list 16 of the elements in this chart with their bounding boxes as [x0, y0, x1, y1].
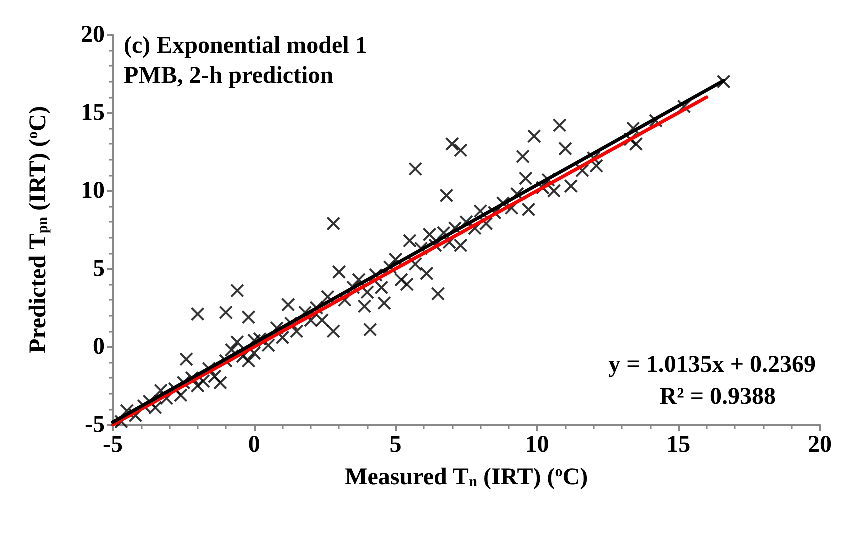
- x-tick-label: 15: [666, 432, 691, 458]
- y-tick-label: 15: [81, 100, 105, 126]
- y-axis-title: Predicted Tpn (IRT) (oC): [26, 106, 52, 354]
- chart-title: (c) Exponential model 1: [124, 33, 368, 59]
- y-tick-label: 20: [81, 22, 105, 48]
- annotation: y = 1.0135x + 0.2369: [608, 352, 816, 378]
- text: PMB, 2-h prediction: [124, 63, 334, 89]
- y-tick-label: 0: [93, 334, 105, 360]
- y-tick-label: -5: [85, 412, 105, 438]
- x-tick-label: 10: [525, 432, 550, 458]
- annotation: R² = 0.9388: [660, 384, 776, 410]
- y-tick-label: 10: [81, 178, 105, 204]
- x-tick-label: 5: [390, 432, 402, 458]
- x-tick-label: 0: [248, 432, 260, 458]
- x-tick-label: 20: [808, 432, 832, 458]
- y-tick-label: 5: [93, 256, 105, 282]
